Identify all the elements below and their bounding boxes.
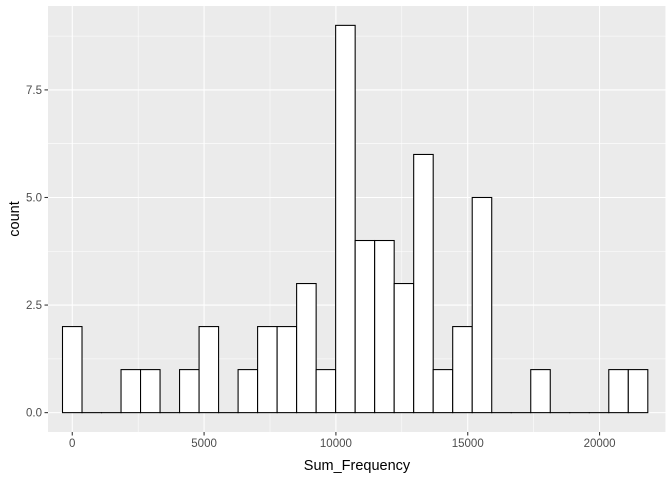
histogram-bar xyxy=(61,326,83,414)
x-axis-title: Sum_Frequency xyxy=(304,458,411,474)
histogram-bar xyxy=(354,239,376,414)
histogram-bar xyxy=(530,369,551,414)
y-tick-label: 7.5 xyxy=(26,85,42,97)
y-axis-ticks: 0.0 2.5 5.0 7.5 xyxy=(26,85,48,420)
y-axis-title: count xyxy=(7,201,23,236)
histogram-bar xyxy=(237,369,259,414)
histogram-bar xyxy=(471,196,493,414)
histogram-bar xyxy=(257,326,278,414)
x-tick-label: 10000 xyxy=(320,438,352,450)
histogram-bar xyxy=(627,369,649,414)
y-tick-label: 5.0 xyxy=(26,192,42,204)
y-tick-label: 2.5 xyxy=(26,300,42,312)
histogram-bar xyxy=(315,369,337,414)
histogram-bar xyxy=(335,24,356,414)
histogram-bar xyxy=(374,239,395,414)
x-tick-label: 0 xyxy=(69,438,75,450)
histogram-bar xyxy=(608,369,629,414)
histogram-bar xyxy=(276,326,298,414)
x-axis-ticks: 0 5000 10000 15000 20000 xyxy=(69,432,616,450)
histogram-bar xyxy=(198,326,220,414)
y-tick-label: 0.0 xyxy=(26,408,42,420)
histogram-bar xyxy=(140,369,161,414)
histogram-bars xyxy=(61,24,649,414)
x-tick-label: 20000 xyxy=(584,438,616,450)
x-tick-label: 15000 xyxy=(452,438,484,450)
histogram-bar xyxy=(179,369,200,414)
histogram-bar xyxy=(413,153,434,414)
x-tick-label: 5000 xyxy=(191,438,217,450)
histogram-bar xyxy=(393,283,415,414)
histogram-bar xyxy=(296,283,317,414)
histogram-bar xyxy=(120,369,142,414)
histogram-bar xyxy=(432,369,454,414)
histogram-bar xyxy=(452,326,473,414)
